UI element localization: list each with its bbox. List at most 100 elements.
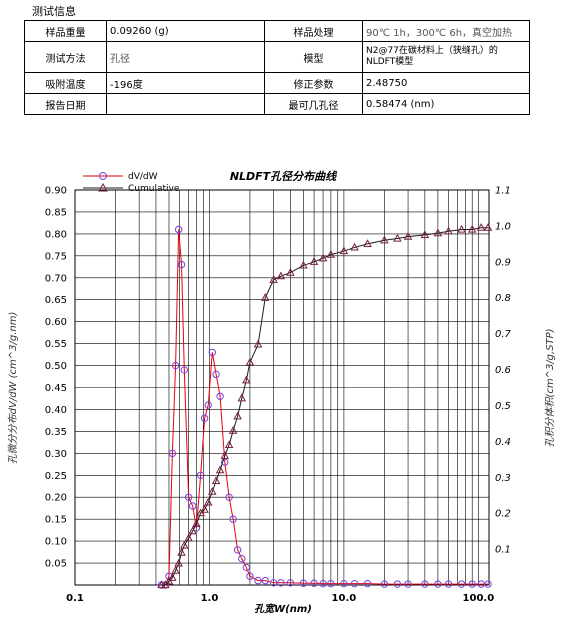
data-point bbox=[421, 580, 429, 588]
data-point bbox=[484, 580, 492, 588]
data-point bbox=[326, 249, 336, 258]
info-row: 样品重量 0.09260 (g) 样品处理 90℃ 1h，300℃ 6h，真空加… bbox=[24, 20, 530, 42]
data-point bbox=[188, 526, 197, 535]
info-label: 吸附温度 bbox=[24, 72, 107, 94]
data-point bbox=[221, 458, 229, 466]
data-point bbox=[171, 565, 180, 574]
series-line bbox=[161, 229, 489, 586]
data-point bbox=[380, 235, 389, 244]
y-left-tick-label: 0.85 bbox=[45, 207, 67, 218]
chart-grid bbox=[75, 190, 489, 585]
data-point bbox=[261, 576, 269, 585]
data-point bbox=[403, 232, 413, 240]
data-point bbox=[457, 224, 466, 233]
info-value: N2@77在碳材料上（狭缝孔）的NLDFT模型 bbox=[362, 41, 530, 73]
chart-legend: dV/dW Cumulative bbox=[83, 172, 180, 194]
data-point bbox=[318, 253, 328, 262]
info-label: 修正参数 bbox=[264, 72, 363, 94]
data-point bbox=[420, 230, 430, 238]
y-left-tick-label: 0.60 bbox=[45, 317, 67, 328]
data-point bbox=[380, 580, 389, 588]
data-point bbox=[299, 260, 308, 269]
data-point bbox=[434, 580, 442, 588]
data-point bbox=[277, 579, 285, 587]
y-left-tick-label: 0.30 bbox=[45, 449, 67, 460]
plot-frame bbox=[74, 189, 490, 586]
info-value: 2.48750 bbox=[362, 72, 530, 94]
x-tick-label: 0.1 bbox=[66, 593, 84, 604]
chart-title: NLDFT孔径分布曲线 bbox=[230, 170, 338, 183]
data-point bbox=[225, 493, 233, 501]
data-point bbox=[269, 579, 278, 587]
data-point bbox=[269, 275, 278, 283]
data-point bbox=[309, 257, 319, 265]
y-right-tick-label: 0.4 bbox=[495, 437, 511, 448]
y-left-axis-label: 孔微分分布dV/dW (cm^3/g.nm) bbox=[7, 312, 19, 465]
y-left-tick-label: 0.05 bbox=[45, 559, 67, 570]
y-right-tick-label: 0.6 bbox=[495, 365, 511, 376]
data-point bbox=[184, 493, 193, 501]
y-right-tick-label: 1.1 bbox=[495, 186, 511, 197]
pore-size-chart: NLDFT孔径分布曲线 0.05 0.10 0.15 0.20 0.25 0.30 0.35… bbox=[7, 170, 556, 615]
y-right-axis-label: 孔积分体积(cm^3/g,STP) bbox=[544, 328, 556, 447]
data-point bbox=[286, 579, 295, 587]
y-left-tick-label: 0.40 bbox=[45, 405, 67, 416]
data-point bbox=[363, 579, 372, 588]
info-value bbox=[106, 93, 265, 115]
data-point bbox=[200, 504, 209, 513]
data-point bbox=[363, 239, 372, 247]
data-point bbox=[483, 223, 493, 231]
y-left-tick-label: 0.20 bbox=[45, 493, 67, 504]
x-axis-ticks: 0.1 1.0 10.0 100.0 bbox=[66, 593, 494, 604]
data-point bbox=[393, 580, 402, 588]
info-value: 孔径 bbox=[106, 41, 265, 73]
data-point bbox=[224, 440, 234, 449]
legend-label-dvdw: dV/dW bbox=[128, 172, 158, 182]
data-point bbox=[444, 580, 453, 588]
data-point bbox=[404, 580, 412, 588]
section-title: 测试信息 bbox=[32, 5, 76, 18]
legend-circle-marker bbox=[99, 172, 107, 180]
y-left-tick-label: 0.70 bbox=[45, 273, 67, 284]
info-row: 吸附温度 -196度 修正参数 2.48750 bbox=[24, 72, 530, 94]
data-point bbox=[177, 548, 186, 556]
data-point bbox=[228, 425, 238, 434]
y-left-tick-label: 0.15 bbox=[45, 515, 67, 526]
data-point bbox=[476, 223, 486, 231]
data-point bbox=[319, 579, 327, 588]
y-right-tick-label: 0.8 bbox=[495, 293, 511, 304]
data-point bbox=[393, 233, 402, 242]
info-label: 最可几孔径 bbox=[264, 93, 363, 115]
info-label: 报告日期 bbox=[24, 93, 107, 115]
data-point bbox=[276, 271, 286, 280]
data-point bbox=[242, 375, 251, 384]
y-left-tick-label: 0.55 bbox=[45, 339, 67, 350]
info-value: -196度 bbox=[106, 72, 265, 94]
info-value: 0.09260 (g) bbox=[106, 20, 265, 42]
info-label: 模型 bbox=[264, 41, 363, 73]
legend-label-cumulative: Cumulative bbox=[128, 184, 180, 194]
x-tick-label: 100.0 bbox=[463, 593, 495, 604]
data-point bbox=[299, 579, 308, 587]
info-label: 样品重量 bbox=[24, 20, 107, 42]
data-point bbox=[171, 361, 180, 370]
data-point bbox=[215, 465, 225, 474]
y-left-tick-label: 0.65 bbox=[45, 295, 67, 306]
data-point bbox=[188, 502, 197, 510]
data-point bbox=[245, 357, 255, 366]
data-point bbox=[310, 579, 318, 587]
data-point bbox=[180, 540, 189, 549]
data-point bbox=[433, 228, 443, 237]
info-value: 0.58474 (nm) bbox=[362, 93, 530, 115]
test-info-table: 样品重量 0.09260 (g) 样品处理 90℃ 1h，300℃ 6h，真空加… bbox=[24, 20, 530, 115]
info-value: 90℃ 1h，300℃ 6h，真空加热 bbox=[362, 20, 530, 42]
y-right-tick-label: 0.5 bbox=[495, 401, 511, 412]
data-point bbox=[340, 579, 348, 588]
data-point bbox=[238, 554, 246, 563]
series-dvdw bbox=[157, 225, 492, 589]
y-right-tick-label: 0.1 bbox=[495, 545, 511, 556]
data-point bbox=[192, 519, 201, 528]
data-point bbox=[174, 225, 183, 234]
data-point bbox=[211, 476, 221, 484]
data-point bbox=[174, 558, 183, 567]
